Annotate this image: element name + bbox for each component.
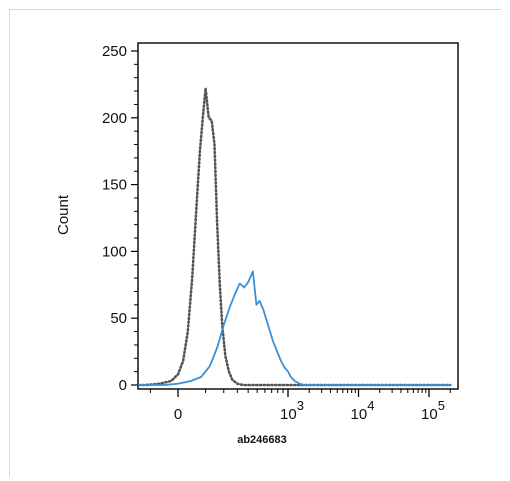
plot-area-border <box>137 42 459 390</box>
control-histogram-line <box>137 87 452 387</box>
y-tick-label: 250 <box>102 43 127 60</box>
x-tick-label: 0 <box>174 406 182 423</box>
x-axis: 0 103 104 105 <box>149 389 451 423</box>
series-lines <box>137 87 452 387</box>
x-tick-label: 103 <box>280 398 304 423</box>
y-tick-label: 50 <box>110 310 127 327</box>
x-tick-label: 105 <box>421 398 445 423</box>
y-tick-label: 200 <box>102 110 127 127</box>
x-tick-label: 104 <box>351 398 375 423</box>
x-axis-label: ab246683 <box>237 434 287 446</box>
y-tick-label: 150 <box>102 177 127 194</box>
y-tick-label: 0 <box>119 377 127 394</box>
y-axis-label: Count <box>55 194 72 235</box>
figure-frame <box>9 9 501 477</box>
sample-histogram-line <box>138 270 452 386</box>
y-tick-label: 100 <box>102 243 127 260</box>
y-axis: 0 50 100 150 200 250 <box>102 43 138 394</box>
